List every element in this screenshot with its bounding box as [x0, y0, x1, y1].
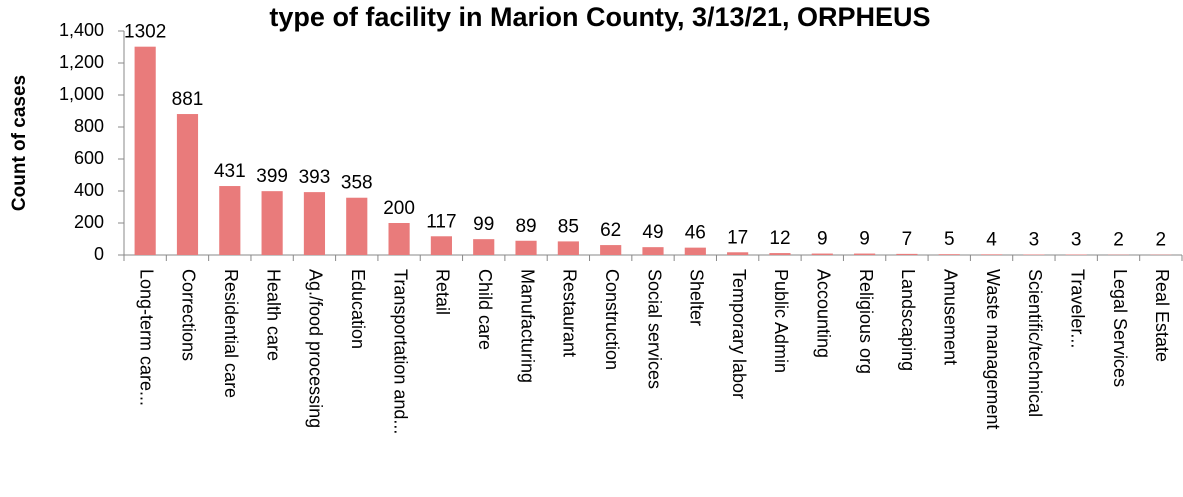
bar [134, 46, 156, 256]
value-label: 431 [214, 161, 246, 182]
bar [346, 197, 368, 255]
x-tick-label: Transportation and... [390, 269, 410, 434]
value-label: 3 [1071, 230, 1082, 251]
x-tick-label: Real Estate [1152, 269, 1172, 362]
value-label: 393 [299, 167, 331, 188]
value-label: 3 [1029, 230, 1040, 251]
bar [176, 114, 199, 255]
value-label: 89 [515, 216, 536, 237]
bar [473, 239, 495, 255]
x-tick-label: Accounting [814, 269, 834, 358]
value-label: 17 [727, 227, 748, 248]
bar [261, 191, 283, 255]
bar [219, 186, 241, 255]
bar [600, 245, 622, 255]
x-tick-label: Long-term care... [136, 269, 156, 406]
value-label: 5 [944, 229, 955, 250]
value-label: 46 [685, 223, 706, 244]
bar [684, 247, 706, 255]
x-tick-label: Corrections [179, 269, 199, 361]
value-label: 9 [859, 229, 870, 250]
y-tick-label: 1,400 [59, 20, 104, 40]
y-tick-label: 200 [74, 212, 104, 232]
bar [515, 240, 537, 255]
value-label: 62 [600, 220, 621, 241]
bar [430, 236, 452, 255]
x-tick-label: Landscaping [898, 269, 918, 371]
value-label: 358 [341, 173, 373, 194]
y-tick-label: 400 [74, 180, 104, 200]
x-tick-label: Education [348, 269, 368, 349]
y-tick-label: 0 [94, 244, 104, 264]
y-tick-label: 600 [74, 148, 104, 168]
x-tick-label: Health care [263, 269, 283, 361]
x-tick-label: Residential care [221, 269, 241, 398]
x-tick-label: Temporary labor [729, 269, 749, 399]
chart-title: type of facility in Marion County, 3/13/… [269, 2, 930, 32]
x-tick-label: Scientific/technical [1025, 269, 1045, 417]
x-tick-label: Ag./food processing [306, 269, 326, 428]
bar [557, 241, 579, 255]
y-tick-label: 1,000 [59, 84, 104, 104]
x-tick-label: Shelter [687, 269, 707, 326]
x-tick-label: Public Admin [771, 269, 791, 373]
value-label: 2 [1113, 230, 1124, 251]
value-label: 117 [426, 211, 456, 232]
bar [938, 254, 960, 255]
bar [811, 253, 833, 255]
x-tick-label: Traveler... [1067, 269, 1087, 348]
bar [303, 192, 326, 255]
value-label: 7 [902, 229, 913, 250]
bar [388, 223, 410, 255]
x-tick-label: Legal Services [1110, 269, 1130, 387]
y-axis-label: Count of cases [9, 75, 30, 211]
x-tick-label: Restaurant [560, 269, 580, 357]
value-label: 4 [986, 229, 997, 250]
bar [642, 247, 664, 255]
value-label: 399 [256, 166, 288, 187]
x-tick-label: Manufacturing [517, 269, 537, 383]
x-tick-label: Waste management [983, 269, 1003, 429]
value-label: 12 [769, 228, 790, 249]
value-label: 200 [383, 198, 415, 219]
value-label: 9 [817, 229, 828, 250]
value-label: 2 [1156, 230, 1167, 251]
value-label: 881 [172, 89, 204, 110]
bar [727, 252, 749, 255]
x-tick-label: Amusement [940, 269, 960, 365]
x-tick-label: Social services [644, 269, 664, 389]
bar [980, 254, 1003, 255]
y-tick-label: 800 [74, 116, 104, 136]
y-tick-label: 1,200 [59, 52, 104, 72]
x-tick-label: Child care [475, 269, 495, 350]
x-tick-label: Religious org [856, 269, 876, 374]
x-tick-label: Retail [433, 269, 453, 315]
x-tick-label: Construction [602, 269, 622, 370]
value-label: 99 [473, 214, 494, 235]
value-label: 85 [558, 216, 579, 237]
bar [854, 253, 876, 255]
value-label: 1302 [124, 22, 166, 43]
bar [769, 253, 791, 255]
bar [896, 253, 918, 255]
value-label: 49 [642, 222, 663, 243]
